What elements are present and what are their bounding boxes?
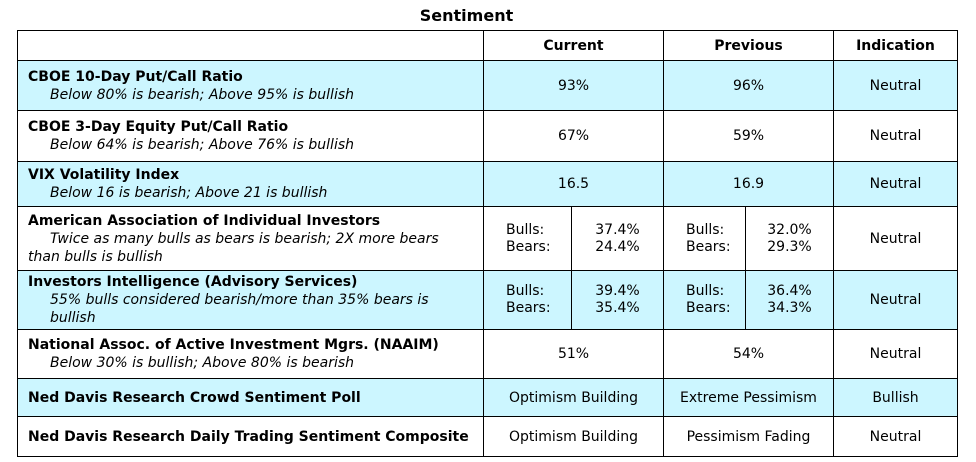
indicator-name: American Association of Individual Inves… (28, 212, 381, 229)
indicator-name: Investors Intelligence (Advisory Service… (28, 274, 358, 290)
current-value: 67% (483, 110, 664, 162)
bears-value: 24.4% (595, 238, 640, 255)
current-numbers: 39.4% 35.4% (571, 270, 664, 330)
bulls-label: Bulls: (506, 283, 545, 299)
header-current: Current (483, 30, 664, 61)
indication-value: Neutral (833, 206, 958, 271)
indicator-description: 55% bulls considered bearish/more than 3… (50, 292, 429, 326)
indicator-cell: CBOE 3-Day Equity Put/Call Ratio Below 6… (17, 110, 484, 162)
bulls-value: 36.4% (767, 283, 812, 299)
indicator-name: Ned Davis Research Daily Trading Sentime… (28, 428, 469, 445)
indication-value: Neutral (833, 110, 958, 162)
indication-value: Neutral (833, 270, 958, 330)
indication-value: Neutral (833, 60, 958, 111)
previous-value: Pessimism Fading (663, 416, 834, 457)
bulls-label: Bulls: (686, 283, 725, 299)
previous-numbers: 36.4% 34.3% (745, 270, 834, 330)
bulls-value: 37.4% (595, 221, 640, 238)
bears-value: 35.4% (595, 300, 640, 316)
indicator-cell: VIX Volatility Index Below 16 is bearish… (17, 161, 484, 207)
previous-value: 96% (663, 60, 834, 111)
previous-value: Extreme Pessimism (663, 378, 834, 417)
previous-labels: Bulls: Bears: (663, 270, 746, 330)
current-value: 51% (483, 329, 664, 379)
bears-value: 29.3% (767, 238, 812, 255)
table-row: National Assoc. of Active Investment Mgr… (17, 329, 958, 379)
indicator-cell: Investors Intelligence (Advisory Service… (17, 270, 484, 330)
bears-label: Bears: (686, 300, 731, 316)
indicator-name: National Assoc. of Active Investment Mgr… (28, 337, 439, 353)
indication-value: Bullish (833, 378, 958, 417)
previous-value: 59% (663, 110, 834, 162)
bulls-label: Bulls: (686, 221, 725, 238)
current-numbers: 37.4% 24.4% (571, 206, 664, 271)
bulls-value: 39.4% (595, 283, 640, 299)
indicator-description: Below 80% is bearish; Above 95% is bulli… (50, 86, 355, 103)
table-row: American Association of Individual Inves… (17, 206, 958, 271)
header-indicator (17, 30, 484, 61)
table-row: VIX Volatility Index Below 16 is bearish… (17, 161, 958, 207)
current-value: 93% (483, 60, 664, 111)
table-row: Ned Davis Research Daily Trading Sentime… (17, 416, 958, 457)
indicator-cell: National Assoc. of Active Investment Mgr… (17, 329, 484, 379)
indicator-cell: American Association of Individual Inves… (17, 206, 484, 271)
previous-numbers: 32.0% 29.3% (745, 206, 834, 271)
bears-label: Bears: (686, 238, 731, 255)
table-row: CBOE 10-Day Put/Call Ratio Below 80% is … (17, 60, 958, 111)
indicator-name: Ned Davis Research Crowd Sentiment Poll (28, 389, 361, 406)
indicator-description: Below 16 is bearish; Above 21 is bullish (50, 185, 328, 201)
indicator-description: Twice as many bulls as bears is bearish;… (28, 230, 439, 265)
table-row: Ned Davis Research Crowd Sentiment Poll … (17, 378, 958, 417)
indication-value: Neutral (833, 416, 958, 457)
indicator-name: CBOE 3-Day Equity Put/Call Ratio (28, 119, 289, 135)
indicator-description: Below 64% is bearish; Above 76% is bulli… (50, 137, 355, 153)
indicator-cell: Ned Davis Research Crowd Sentiment Poll (17, 378, 484, 417)
bulls-label: Bulls: (506, 221, 545, 238)
indication-value: Neutral (833, 329, 958, 379)
current-labels: Bulls: Bears: (483, 270, 572, 330)
table-title: Sentiment (419, 6, 514, 25)
indicator-cell: CBOE 10-Day Put/Call Ratio Below 80% is … (17, 60, 484, 111)
bears-label: Bears: (506, 300, 551, 316)
indicator-name: VIX Volatility Index (28, 167, 180, 183)
current-labels: Bulls: Bears: (483, 206, 572, 271)
previous-value: 16.9 (663, 161, 834, 207)
indicator-name: CBOE 10-Day Put/Call Ratio (28, 68, 243, 85)
indication-value: Neutral (833, 161, 958, 207)
current-value: Optimism Building (483, 416, 664, 457)
current-value: Optimism Building (483, 378, 664, 417)
previous-labels: Bulls: Bears: (663, 206, 746, 271)
sentiment-table: Current Previous Indication CBOE 10-Day … (17, 30, 958, 457)
previous-value: 54% (663, 329, 834, 379)
current-value: 16.5 (483, 161, 664, 207)
header-row: Current Previous Indication (17, 30, 958, 61)
table-row: CBOE 3-Day Equity Put/Call Ratio Below 6… (17, 110, 958, 162)
header-previous: Previous (663, 30, 834, 61)
header-indication: Indication (833, 30, 958, 61)
indicator-description: Below 30% is bullish; Above 80% is beari… (50, 355, 355, 371)
table-row: Investors Intelligence (Advisory Service… (17, 270, 958, 330)
bears-label: Bears: (506, 238, 551, 255)
bears-value: 34.3% (767, 300, 812, 316)
indicator-cell: Ned Davis Research Daily Trading Sentime… (17, 416, 484, 457)
bulls-value: 32.0% (767, 221, 812, 238)
